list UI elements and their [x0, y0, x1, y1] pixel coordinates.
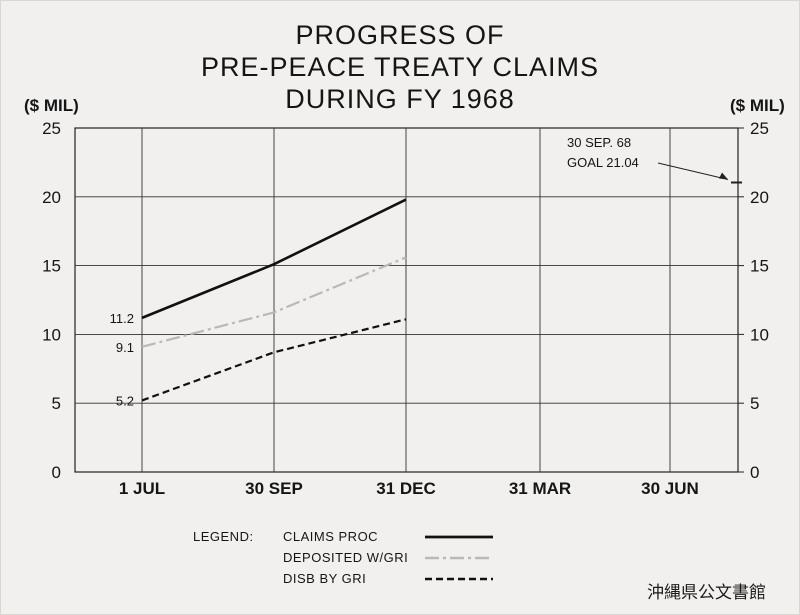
- data-label-start: 9.1: [116, 340, 134, 355]
- y-tick-label-left: 25: [42, 119, 61, 138]
- chart-title-line-1: PROGRESS OF: [295, 20, 505, 50]
- x-tick-label: 31 DEC: [376, 479, 436, 498]
- series-line-0: [141, 198, 407, 320]
- archive-stamp: 沖縄県公文書館: [647, 583, 766, 603]
- chart-title-line-2: PRE-PEACE TREATY CLAIMS: [200, 52, 600, 82]
- goal-annotation-line-1: 30 SEP. 68: [567, 135, 631, 150]
- legend-label-claims-proc: CLAIMS PROC: [283, 529, 379, 544]
- data-label-start: 11.2: [110, 311, 134, 326]
- y-tick-label-right: 0: [750, 463, 759, 482]
- y-tick-label-left: 10: [42, 325, 61, 344]
- y-tick-label-left: 20: [42, 188, 61, 207]
- legend-label-disb: DISB BY GRI: [283, 571, 367, 586]
- left-axis-unit: ($ MIL): [24, 96, 79, 115]
- y-tick-label-right: 20: [750, 188, 769, 207]
- goal-arrow-head: [719, 172, 728, 180]
- x-tick-label: 30 JUN: [641, 479, 699, 498]
- series-line-1: [141, 256, 407, 348]
- x-tick-label: 31 MAR: [509, 479, 571, 498]
- right-axis-unit: ($ MIL): [730, 96, 785, 115]
- x-tick-label: 1 JUL: [119, 479, 165, 498]
- y-tick-label-left: 5: [52, 394, 61, 413]
- legend-label-deposited: DEPOSITED W/GRI: [283, 550, 409, 565]
- y-tick-label-right: 10: [750, 325, 769, 344]
- y-tick-label-left: 0: [52, 463, 61, 482]
- goal-annotation-arrow: [657, 162, 729, 180]
- plot-frame: [74, 127, 739, 473]
- y-tick-label-right: 5: [750, 394, 759, 413]
- series-line-2: [141, 318, 407, 402]
- chart-title-line-3: DURING FY 1968: [285, 84, 515, 114]
- legend-heading: LEGEND:: [193, 529, 254, 544]
- goal-annotation-line-2: GOAL 21.04: [567, 155, 639, 170]
- data-label-start: 5.2: [116, 393, 134, 408]
- y-tick-label-right: 25: [750, 119, 769, 138]
- y-tick-label-left: 15: [42, 257, 61, 276]
- x-tick-label: 30 SEP: [245, 479, 303, 498]
- y-tick-label-right: 15: [750, 257, 769, 276]
